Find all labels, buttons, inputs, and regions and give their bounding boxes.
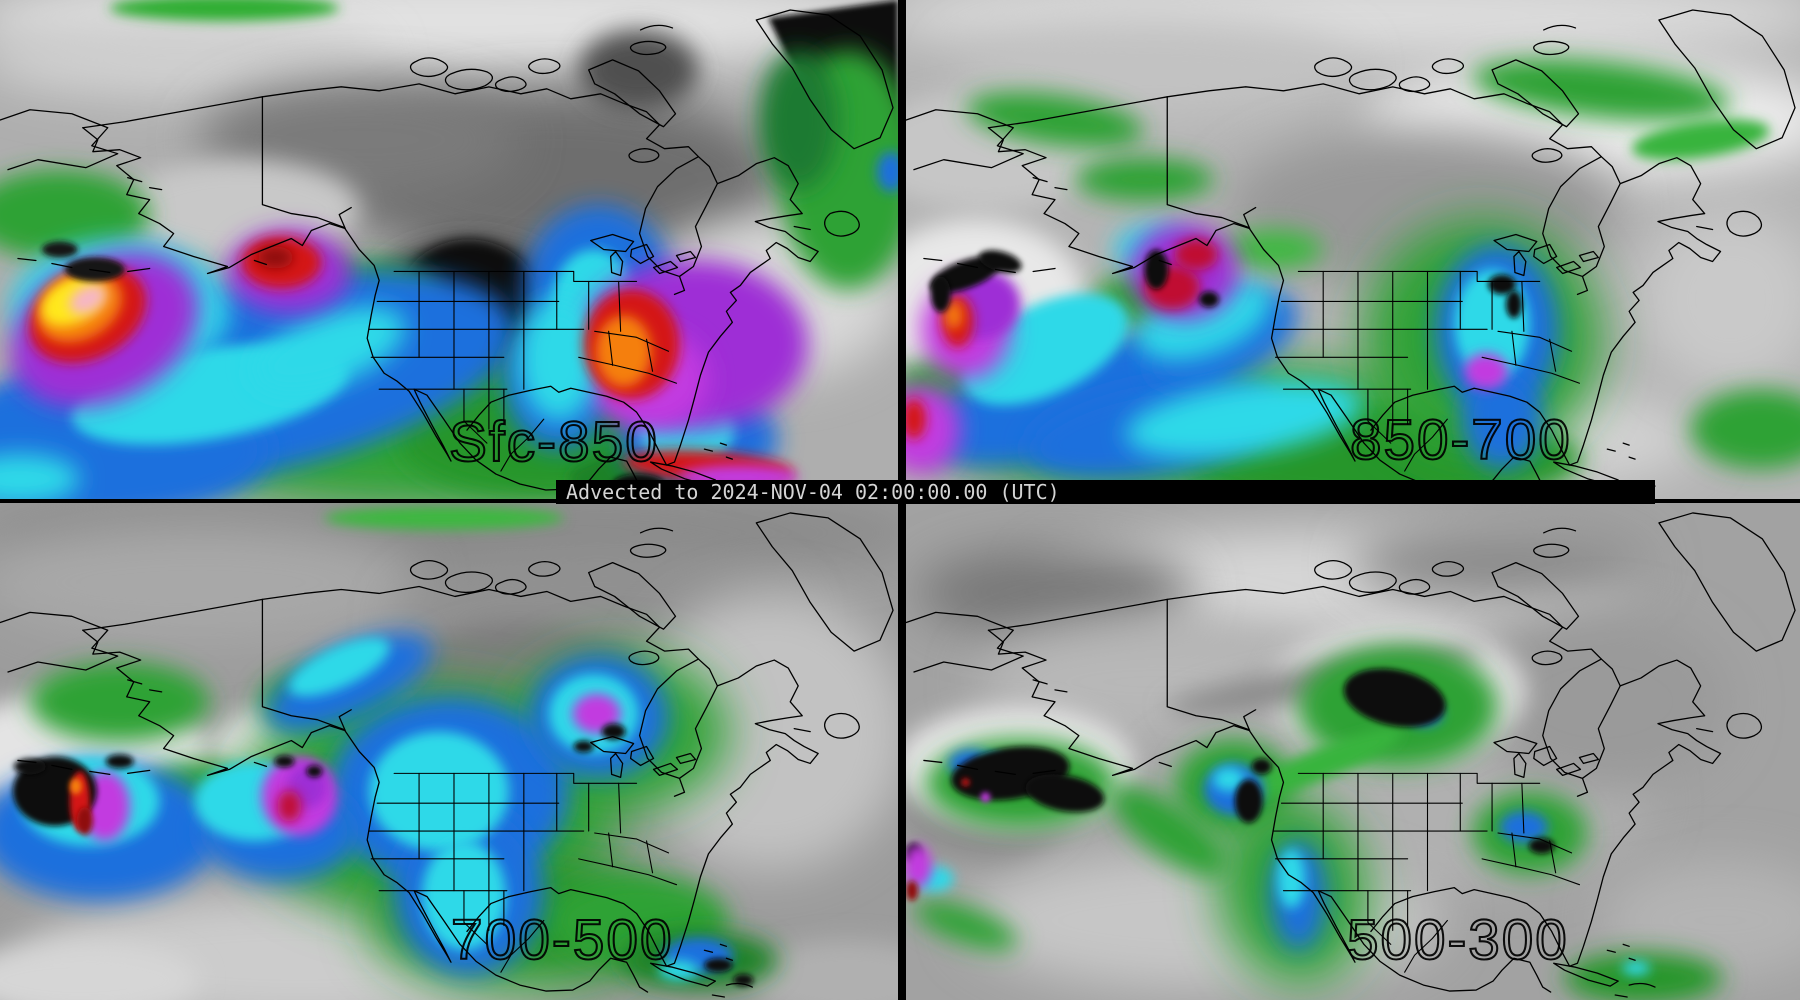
map-image-500-300: 500-300 — [906, 503, 1800, 1000]
panel-700-500: 700-500 — [0, 503, 898, 1000]
panel-label-700-500: 700-500 — [451, 909, 674, 972]
timestamp-bar: Advected to 2024-NOV-04 02:00:00.00 (UTC… — [556, 480, 1655, 504]
panel-850-700: 850-700 — [906, 0, 1800, 499]
map-image-700-500: 700-500 — [0, 503, 898, 1000]
panel-sfc-850: Sfc-850 — [0, 0, 898, 499]
panel-label-sfc-850: Sfc-850 — [449, 411, 659, 474]
panel-label-850-700: 850-700 — [1350, 409, 1572, 472]
map-image-sfc-850: Sfc-850 — [0, 0, 898, 499]
timestamp-text: Advected to 2024-NOV-04 02:00:00.00 (UTC… — [566, 480, 1060, 504]
panel-500-300: 500-300 — [906, 503, 1800, 1000]
moisture-field — [906, 58, 1800, 499]
panel-label-500-300: 500-300 — [1347, 909, 1569, 972]
map-image-850-700: 850-700 — [906, 0, 1800, 499]
